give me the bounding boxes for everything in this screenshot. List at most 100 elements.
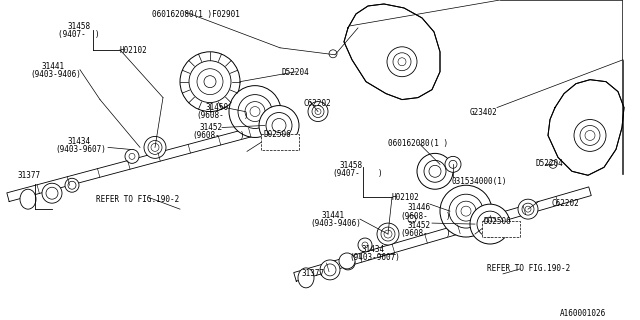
Text: H02102: H02102 [120,46,148,55]
Text: 31377: 31377 [18,171,41,180]
Text: 31377: 31377 [302,269,325,278]
Circle shape [522,203,534,215]
Circle shape [387,47,417,77]
Circle shape [144,136,166,158]
Text: H02102: H02102 [392,193,420,202]
Circle shape [470,204,510,244]
Circle shape [197,69,223,95]
Circle shape [574,119,606,151]
Circle shape [151,143,159,151]
Text: ): ) [244,110,248,120]
Text: C62202: C62202 [303,99,331,108]
Circle shape [315,108,321,115]
Text: (9608-: (9608- [196,110,224,120]
Circle shape [320,260,340,280]
Text: A160001026: A160001026 [560,309,606,318]
Circle shape [42,183,62,203]
Circle shape [344,259,352,267]
Circle shape [125,149,139,163]
Text: (9403-9406): (9403-9406) [30,70,81,79]
Text: (9403-9607): (9403-9607) [55,145,106,155]
Text: (9608-: (9608- [400,229,428,238]
Polygon shape [294,187,591,281]
Text: (9608-: (9608- [192,132,220,140]
Circle shape [46,187,58,199]
Text: ): ) [446,229,451,238]
Ellipse shape [298,268,314,288]
Text: REFER TO FIG.190-2: REFER TO FIG.190-2 [487,264,570,273]
Circle shape [445,156,461,172]
Circle shape [266,113,292,139]
Circle shape [329,50,337,58]
Circle shape [272,118,286,132]
Text: ): ) [378,169,383,178]
Circle shape [362,242,368,248]
Text: (9407-  ): (9407- ) [58,30,100,39]
Circle shape [312,106,324,117]
Circle shape [398,58,406,66]
Text: D52204: D52204 [282,68,310,77]
Circle shape [245,101,265,122]
Text: G23402: G23402 [470,108,498,116]
Circle shape [204,76,216,88]
Text: (9403-9406): (9403-9406) [310,219,361,228]
Circle shape [377,223,399,245]
Text: C62202: C62202 [551,199,579,208]
Circle shape [424,160,446,182]
Text: ): ) [240,132,244,140]
Text: ): ) [446,212,451,221]
Circle shape [449,194,483,228]
Circle shape [65,178,79,192]
Text: 060162080(1 )F02901: 060162080(1 )F02901 [152,10,240,19]
Circle shape [408,215,416,223]
Circle shape [250,107,260,116]
Circle shape [525,206,531,212]
Text: 31441: 31441 [322,211,345,220]
Text: D52204: D52204 [535,159,563,168]
Circle shape [358,238,372,252]
Circle shape [324,264,336,276]
Polygon shape [548,80,624,175]
Text: 060162080(1 ): 060162080(1 ) [388,140,448,148]
Circle shape [518,199,538,219]
Circle shape [189,61,231,103]
Text: 31458: 31458 [340,161,363,170]
Text: 31450: 31450 [205,103,228,112]
Circle shape [259,106,299,145]
Circle shape [417,153,453,189]
Circle shape [339,253,355,269]
Bar [482,221,520,237]
Circle shape [456,201,476,221]
Text: 31441: 31441 [42,62,65,71]
Circle shape [585,131,595,140]
Text: 31452: 31452 [408,221,431,230]
Circle shape [580,125,600,145]
Text: 31434: 31434 [362,245,385,254]
Text: 31434: 31434 [68,137,91,147]
Text: D02506: D02506 [263,131,291,140]
Circle shape [341,256,355,270]
Circle shape [429,165,441,177]
Circle shape [308,101,328,122]
Circle shape [229,86,281,137]
Circle shape [393,53,411,71]
Text: 31452: 31452 [200,124,223,132]
Circle shape [68,181,76,189]
Circle shape [180,52,240,112]
Ellipse shape [20,189,36,209]
Text: (9403-9607): (9403-9607) [349,253,400,262]
Circle shape [148,140,162,154]
Circle shape [384,230,392,238]
Text: (9608-: (9608- [400,212,428,221]
Circle shape [129,153,135,159]
Circle shape [449,160,457,168]
Circle shape [477,211,503,237]
Polygon shape [7,120,281,202]
Circle shape [381,227,395,241]
Circle shape [440,185,492,237]
Text: REFER TO FIG.190-2: REFER TO FIG.190-2 [96,195,179,204]
Circle shape [238,95,272,128]
Circle shape [461,206,471,216]
Text: 031534000(1): 031534000(1) [452,177,508,186]
Polygon shape [344,4,440,100]
